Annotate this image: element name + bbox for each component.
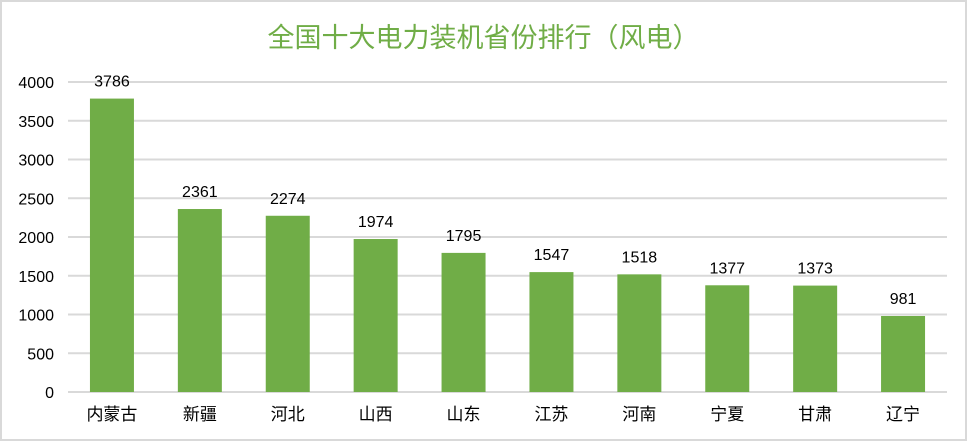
data-label: 981 (890, 291, 917, 308)
data-label: 1373 (797, 261, 833, 278)
y-tick-label: 1000 (18, 308, 54, 325)
data-label: 1795 (446, 228, 482, 245)
x-tick-label: 河南 (622, 405, 656, 424)
x-tick-label: 甘肃 (798, 405, 832, 424)
data-label: 3786 (94, 74, 130, 91)
x-tick-label: 辽宁 (886, 405, 920, 424)
chart-title: 全国十大电力装机省份排行（风电） (267, 23, 700, 54)
bar (177, 209, 222, 392)
bar (793, 285, 838, 392)
bar (353, 239, 398, 392)
x-tick-label: 新疆 (183, 405, 217, 424)
x-tick-label: 山西 (359, 405, 393, 424)
data-label: 1547 (534, 247, 570, 264)
bar (705, 285, 750, 392)
bar (617, 274, 662, 392)
x-tick-label: 山东 (447, 405, 481, 424)
y-tick-label: 2500 (18, 191, 54, 208)
data-label: 1377 (709, 260, 745, 277)
x-tick-label: 内蒙古 (86, 405, 137, 424)
y-tick-label: 0 (45, 385, 54, 402)
y-tick-label: 3500 (18, 114, 54, 131)
data-label: 1974 (358, 214, 394, 231)
y-tick-label: 3000 (18, 153, 54, 170)
bar (265, 215, 310, 392)
data-label: 1518 (622, 249, 658, 266)
data-label: 2361 (182, 184, 218, 201)
x-tick-label: 江苏 (534, 405, 568, 424)
x-tick-label: 宁夏 (710, 405, 744, 424)
bar (881, 315, 926, 392)
y-tick-label: 1500 (18, 269, 54, 286)
bar (441, 252, 486, 392)
bar (89, 98, 134, 393)
data-label: 2274 (270, 191, 306, 208)
y-tick-label: 500 (27, 346, 54, 363)
x-tick-label: 河北 (271, 405, 305, 424)
y-tick-label: 4000 (18, 75, 54, 92)
y-tick-label: 2000 (18, 230, 54, 247)
bar (529, 272, 574, 392)
